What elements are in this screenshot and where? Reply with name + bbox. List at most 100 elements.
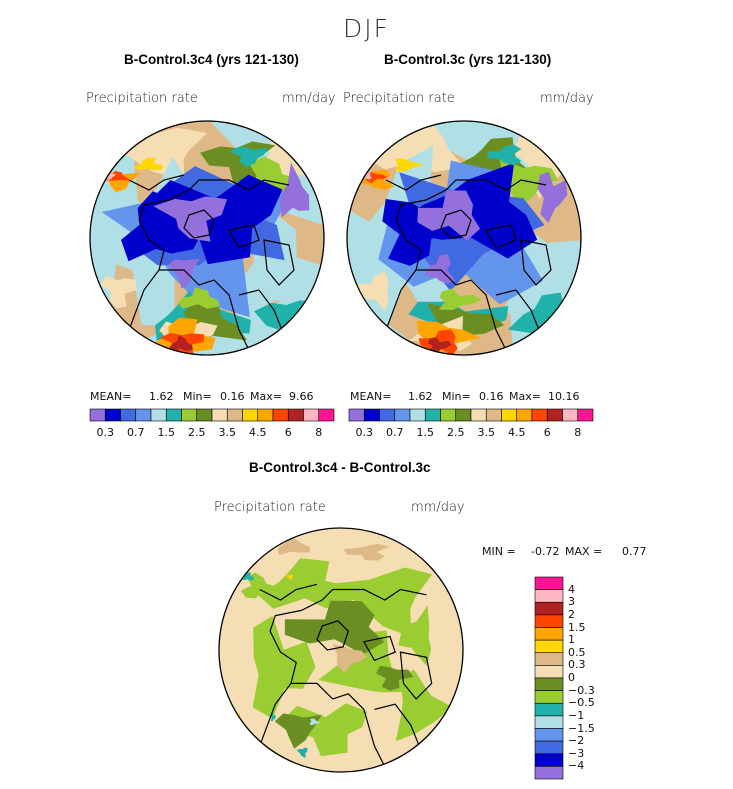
panel3-max-value: 0.77 bbox=[622, 545, 647, 558]
colorbar-swatch bbox=[455, 408, 472, 422]
colorbar-swatch bbox=[211, 408, 228, 422]
coastline bbox=[495, 289, 542, 336]
panel2-mean-label: MEAN= bbox=[350, 390, 392, 403]
coastline bbox=[385, 174, 442, 191]
panel3-field-label: Precipitation rate bbox=[214, 500, 326, 515]
panel3-map-border bbox=[218, 527, 464, 773]
diff-contour-region bbox=[277, 535, 310, 555]
coastline bbox=[159, 269, 250, 351]
colorbar-tick-label: 1 bbox=[568, 633, 575, 647]
precip-contour-region bbox=[356, 271, 389, 311]
colorbar-swatch bbox=[272, 408, 289, 422]
panel2-mean-value: 1.62 bbox=[408, 390, 433, 403]
colorbar-tick-label: 6 bbox=[284, 426, 292, 439]
colorbar-tick-label: −3 bbox=[568, 746, 585, 760]
precip-contour-region bbox=[487, 144, 522, 166]
colorbar-swatch bbox=[534, 639, 564, 654]
colorbar-tick-label: 1.5 bbox=[568, 620, 586, 634]
diff-contour-region bbox=[398, 605, 432, 666]
colorbar-swatch bbox=[534, 677, 564, 691]
coastline bbox=[263, 239, 295, 286]
panel2-max-label: Max= bbox=[509, 390, 541, 403]
colorbar-tick-label: −2 bbox=[568, 734, 585, 748]
precip-contour-region bbox=[132, 157, 163, 171]
colorbar-swatch bbox=[318, 408, 335, 422]
colorbar-tick-label: −0.5 bbox=[568, 696, 595, 710]
precip-contour-region bbox=[280, 162, 310, 218]
colorbar-tick-label: 3.5 bbox=[477, 426, 496, 439]
colorbar-swatch bbox=[534, 665, 564, 679]
colorbar-swatch bbox=[534, 614, 564, 628]
colorbar-swatch bbox=[348, 408, 365, 422]
diff-contour-region bbox=[343, 543, 390, 561]
colorbar-tick-label: 8 bbox=[574, 426, 582, 439]
colorbar-tick-label: −0.3 bbox=[568, 683, 595, 697]
colorbar-tick-label: 0.7 bbox=[127, 426, 145, 439]
diff-contour-region bbox=[309, 718, 321, 726]
panel2-colorbar-ticks: 0.3 0.7 1.5 2.5 3.5 4.5 6 8 bbox=[349, 426, 593, 440]
panel2-colorbar bbox=[348, 408, 594, 422]
precip-contour-region bbox=[167, 258, 200, 289]
colorbar-tick-label: 6 bbox=[543, 426, 551, 439]
panel1-field-label: Precipitation rate bbox=[86, 91, 198, 106]
colorbar-tick-label: 4 bbox=[568, 582, 575, 596]
colorbar-swatch bbox=[534, 715, 564, 729]
colorbar-swatch bbox=[440, 408, 457, 422]
colorbar-swatch bbox=[257, 408, 274, 422]
colorbar-swatch bbox=[534, 601, 564, 616]
colorbar-tick-label: −4 bbox=[568, 759, 585, 773]
colorbar-tick-label: 3.5 bbox=[218, 426, 237, 439]
colorbar-swatch bbox=[534, 766, 564, 780]
colorbar-tick-label: 0.5 bbox=[568, 645, 586, 659]
precip-contour-region bbox=[121, 191, 204, 262]
coastline bbox=[128, 174, 185, 191]
colorbar-swatch bbox=[534, 589, 564, 603]
colorbar-swatch bbox=[120, 408, 137, 422]
colorbar-swatch bbox=[242, 408, 259, 422]
panel3-min-label: MIN = bbox=[482, 545, 516, 558]
colorbar-tick-label: 0.3 bbox=[568, 658, 586, 672]
colorbar-swatch bbox=[181, 408, 198, 422]
panel1-title: B-Control.3c4 (yrs 121-130) bbox=[124, 52, 299, 67]
colorbar-swatch bbox=[196, 408, 213, 422]
colorbar-tick-label: 0.3 bbox=[96, 426, 115, 439]
panel2-min-value: 0.16 bbox=[479, 390, 504, 403]
precip-contour-region bbox=[169, 335, 193, 352]
colorbar-swatch bbox=[303, 408, 320, 422]
colorbar-swatch bbox=[485, 408, 502, 422]
panel1-colorbar bbox=[89, 408, 335, 422]
panel1-colorbar-ticks: 0.3 0.7 1.5 2.5 3.5 4.5 6 8 bbox=[90, 426, 334, 440]
panel1-max-value: 9.66 bbox=[289, 390, 314, 403]
coastline bbox=[183, 209, 215, 239]
colorbar-swatch bbox=[150, 408, 167, 422]
colorbar-tick-label: 0.7 bbox=[386, 426, 404, 439]
precip-contour-region bbox=[153, 196, 228, 242]
precip-contour-region bbox=[229, 147, 269, 168]
colorbar-swatch bbox=[534, 702, 564, 717]
coastline bbox=[259, 588, 427, 747]
coastline bbox=[416, 269, 507, 351]
panel2-map-border bbox=[346, 120, 582, 356]
coastline bbox=[399, 651, 433, 700]
colorbar-swatch bbox=[562, 408, 579, 422]
coastline bbox=[485, 224, 517, 249]
coastline bbox=[362, 635, 396, 662]
colorbar-tick-label: 4.5 bbox=[249, 426, 267, 439]
colorbar-tick-label: −1 bbox=[568, 708, 585, 722]
panel3-title: B-Control.3c4 - B-Control.3c bbox=[249, 460, 431, 475]
precip-contour-region bbox=[100, 275, 137, 309]
colorbar-tick-label: −1.5 bbox=[568, 721, 595, 735]
colorbar-swatch bbox=[409, 408, 426, 422]
diff-contour-region bbox=[284, 600, 385, 655]
panel2-title: B-Control.3c (yrs 121-130) bbox=[384, 52, 552, 67]
precip-contour-region bbox=[428, 336, 452, 354]
coastline bbox=[385, 179, 547, 331]
colorbar-swatch bbox=[534, 576, 564, 590]
diff-contour-region bbox=[286, 574, 294, 581]
diff-contour-region bbox=[270, 712, 276, 722]
diff-contour-region bbox=[332, 643, 368, 674]
colorbar-tick-label: 8 bbox=[315, 426, 323, 439]
panel1-polar-map bbox=[89, 120, 325, 356]
colorbar-swatch bbox=[534, 728, 564, 742]
season-title: DJF bbox=[342, 14, 390, 43]
